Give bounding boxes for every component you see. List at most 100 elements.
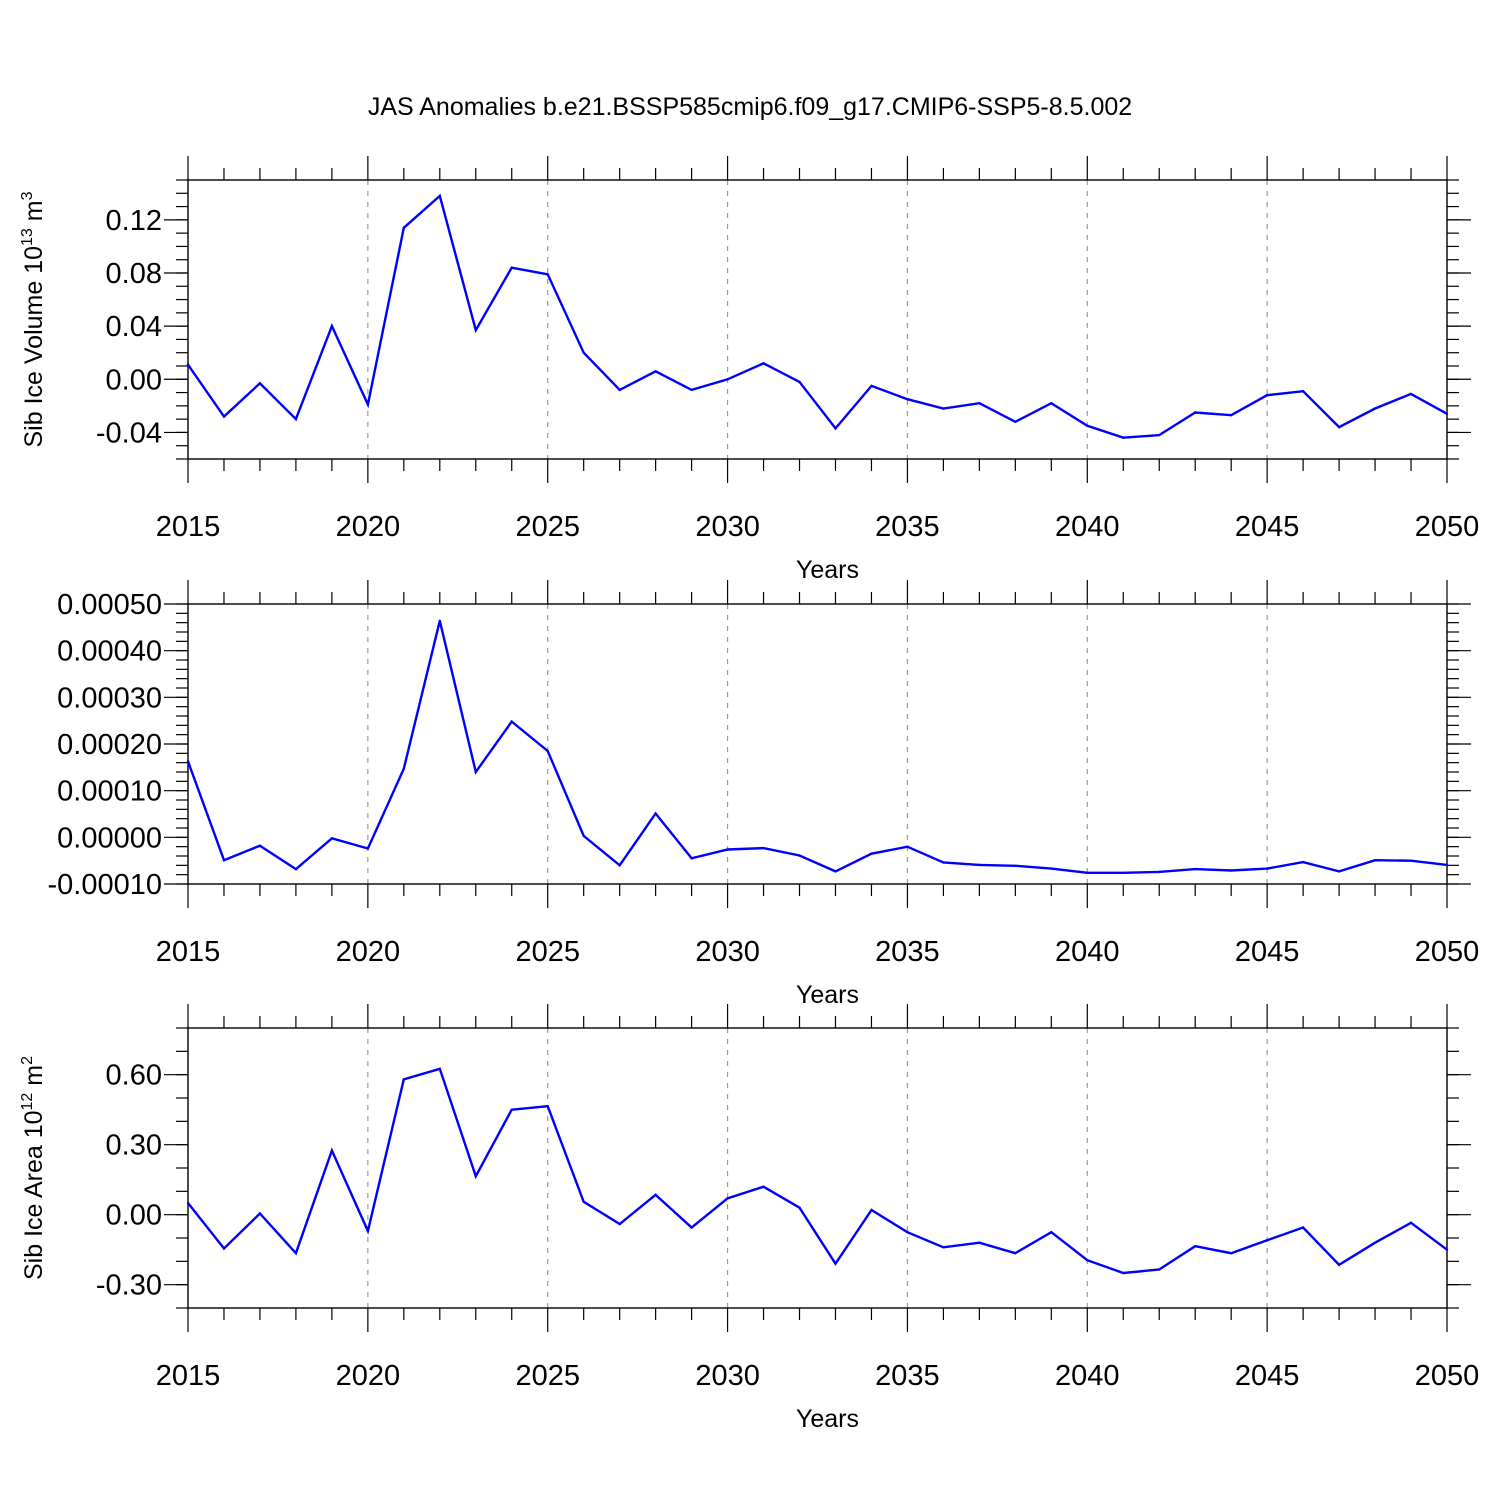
data-point	[942, 1246, 945, 1249]
data-point	[1050, 867, 1053, 870]
x-tick-label: 2025	[515, 1360, 580, 1392]
data-point	[1445, 863, 1449, 867]
data-point	[402, 226, 406, 230]
data-point	[942, 407, 945, 410]
x-tick-label: 2020	[336, 511, 401, 543]
data-point	[1301, 1226, 1305, 1229]
plot-frame	[187, 179, 1448, 460]
data-point	[1373, 859, 1377, 862]
data-point	[1337, 1263, 1341, 1267]
y-tick-label: 0.60	[106, 1060, 162, 1092]
data-point	[186, 363, 190, 366]
data-point	[1014, 864, 1017, 867]
data-point	[1445, 1248, 1449, 1251]
x-tick-label: 2020	[336, 1360, 401, 1392]
x-tick-label: 2040	[1055, 511, 1120, 543]
data-point	[366, 1229, 370, 1233]
y-tick-label: 0.00	[106, 364, 162, 396]
y-tick-label: 0.00050	[57, 589, 162, 621]
x-tick-label: 2035	[875, 936, 940, 968]
data-point	[726, 1197, 729, 1200]
x-tick-label: 2030	[695, 511, 760, 543]
y-tick-label: 0.04	[106, 311, 162, 343]
x-tick-label: 2030	[695, 1360, 760, 1392]
data-point	[1050, 402, 1053, 405]
data-point	[654, 812, 657, 815]
x-tick-label: 2015	[156, 1360, 221, 1392]
data-point	[186, 760, 190, 763]
x-tick-label: 2040	[1055, 1360, 1120, 1392]
data-point	[1301, 390, 1305, 393]
y-tick-label: -0.30	[96, 1270, 162, 1302]
x-tick-label: 2050	[1415, 1360, 1480, 1392]
data-point	[1122, 436, 1125, 439]
data-point	[438, 194, 441, 198]
data-point	[690, 857, 693, 860]
data-point	[438, 619, 441, 622]
data-point	[618, 1222, 621, 1226]
x-tick-label: 2035	[875, 1360, 940, 1392]
series-line	[187, 193, 1448, 439]
data-point	[222, 415, 226, 418]
data-point	[618, 388, 621, 392]
x-tick-label: 2020	[336, 936, 401, 968]
data-point	[834, 1262, 837, 1265]
x-tick-label: 2045	[1235, 511, 1300, 543]
data-point	[906, 1230, 909, 1234]
y-tick-label: -0.04	[96, 417, 162, 449]
data-point	[1229, 413, 1233, 417]
data-point	[834, 870, 837, 873]
data-point	[798, 1206, 801, 1209]
data-point	[1265, 867, 1269, 870]
y-tick-label: 0.00030	[57, 682, 162, 714]
y-axis-title-exponent: 13	[19, 228, 36, 246]
x-tick-label: 2040	[1055, 936, 1120, 968]
data-point	[654, 370, 657, 373]
series-line	[187, 1067, 1448, 1275]
chart-title: JAS Anomalies b.e21.BSSP585cmip6.f09_g17…	[368, 93, 1132, 121]
data-point	[258, 1212, 262, 1215]
y-tick-label: 0.30	[106, 1130, 162, 1162]
data-point	[546, 1104, 549, 1108]
chart-panel-1: 0.12 0.08 0.04 0.00 -0.04 2015 2020 2025 2030 203…	[19, 156, 1479, 584]
data-point	[402, 767, 406, 770]
data-point	[582, 1200, 585, 1204]
data-point	[690, 388, 693, 392]
x-tick-label: 2030	[695, 936, 760, 968]
data-point	[294, 417, 298, 421]
data-point	[654, 1193, 657, 1197]
y-axis-title: Sib Ice Volume 1013 m3	[19, 191, 48, 447]
data-point	[474, 1174, 477, 1178]
data-point	[1086, 871, 1089, 874]
data-point	[1265, 394, 1269, 397]
data-point	[402, 1078, 406, 1081]
data-point	[438, 1067, 441, 1071]
data-point	[1337, 425, 1341, 429]
data-point	[258, 844, 262, 847]
chart-panel-3: 0.60 0.30 0.00 -0.30 2015 2020 2025 2030 2035 204…	[19, 1004, 1479, 1433]
x-tick-label: 2035	[875, 511, 940, 543]
data-point	[1050, 1230, 1053, 1234]
data-point	[1409, 1221, 1413, 1225]
y-axis-title-main: Sib Ice Area 10	[20, 1110, 48, 1280]
data-point	[294, 867, 298, 871]
data-point	[798, 854, 801, 857]
y-tick-label: 0.08	[106, 258, 162, 290]
y-tick-label: 0.12	[106, 205, 162, 237]
data-point	[762, 846, 765, 850]
x-tick-label: 2015	[156, 936, 221, 968]
y-axis-title-unit: m	[20, 200, 48, 228]
data-point	[1373, 407, 1377, 410]
y-tick-label: -0.00010	[48, 869, 163, 901]
data-point	[618, 864, 621, 867]
data-point	[582, 834, 585, 838]
data-point	[1373, 1241, 1377, 1244]
data-point	[510, 266, 513, 269]
data-point	[1194, 411, 1197, 414]
data-point	[978, 402, 981, 405]
x-axis-title: Years	[796, 1405, 859, 1433]
x-tick-label: 2015	[156, 511, 221, 543]
data-point	[690, 1226, 693, 1229]
data-point	[762, 362, 765, 365]
data-point	[726, 848, 729, 851]
